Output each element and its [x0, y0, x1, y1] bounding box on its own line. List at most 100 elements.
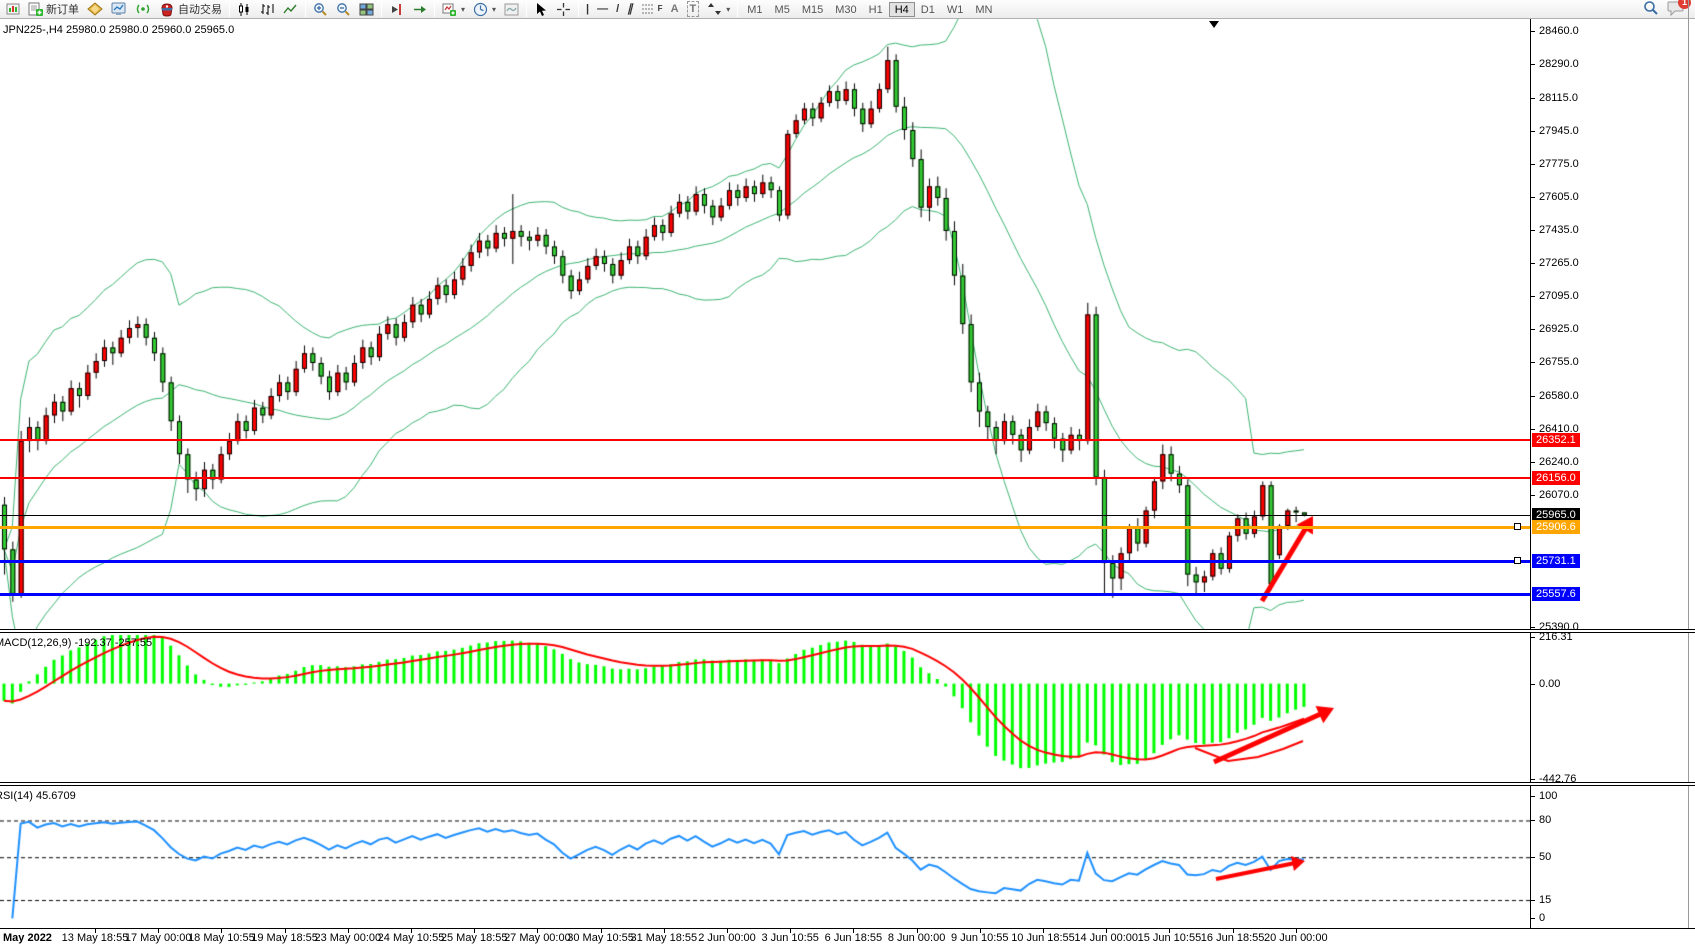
main-price-panel: JPN225-,H4 25980.0 25980.0 25960.0 25965…: [0, 19, 1530, 629]
macd-tick-label: 0.00: [1539, 677, 1561, 690]
price-chart-canvas[interactable]: [0, 19, 1530, 629]
time-tick-mark: [158, 929, 160, 933]
chart-window-icon[interactable]: [2, 1, 24, 18]
macd-tick-mark: [1531, 779, 1535, 780]
toolbar-separator: [578, 1, 580, 17]
time-axis-label: 14 Jun 00:00: [1074, 932, 1138, 944]
rsi-canvas[interactable]: [0, 786, 1530, 928]
price-tick-mark: [1531, 627, 1535, 628]
timeframe-button-M5[interactable]: M5: [774, 3, 790, 16]
price-tick-label: 26240.0: [1539, 455, 1579, 468]
panel-splitter[interactable]: [0, 782, 1695, 786]
level-line-25731.1[interactable]: [0, 559, 1530, 563]
price-tick-label: 28115.0: [1539, 91, 1578, 104]
auto-scroll-icon[interactable]: [408, 1, 431, 18]
timeframe-button-H4[interactable]: H4: [888, 1, 915, 17]
text-icon[interactable]: A: [670, 3, 679, 15]
rsi-tick-label: 50: [1539, 851, 1552, 864]
candlestick-chart-icon[interactable]: [233, 1, 256, 18]
price-tick-mark: [1531, 295, 1535, 297]
zoom-in-icon[interactable]: [309, 1, 332, 18]
vertical-line-icon[interactable]: |: [586, 3, 590, 15]
chart-shift-marker[interactable]: [1209, 21, 1219, 28]
time-tick-mark: [1169, 929, 1171, 933]
level-line-25906.6[interactable]: [0, 525, 1530, 529]
text-label-icon[interactable]: T: [683, 1, 704, 18]
time-tick-mark: [95, 929, 96, 933]
time-tick-mark: [221, 929, 223, 933]
cursor-icon[interactable]: [530, 1, 552, 18]
time-axis-label: 18 May 10:55: [188, 932, 255, 944]
line-chart-icon[interactable]: [279, 1, 302, 18]
level-line-26352.1[interactable]: [0, 439, 1530, 442]
time-axis[interactable]: May 2022 13 May 18:55 17 May 00:00 18 May 1…: [0, 928, 1695, 945]
rsi-tick-mark: [1531, 820, 1535, 822]
time-axis-label: 27 May 00:00: [504, 932, 571, 944]
chevron-down-icon: ▾: [726, 4, 731, 14]
level-line-25965.0[interactable]: [0, 515, 1530, 517]
price-tick-mark: [1531, 31, 1535, 32]
new-order-label: 新订单: [46, 4, 79, 16]
period-button[interactable]: ▾: [469, 1, 500, 18]
rsi-tick-mark: [1531, 900, 1535, 902]
chart-shift-icon[interactable]: [385, 1, 408, 18]
time-axis-label: 19 May 18:55: [251, 932, 318, 944]
time-tick-mark: [1295, 929, 1297, 933]
price-tick-mark: [1531, 196, 1535, 198]
timeframe-button-H1[interactable]: H1: [868, 3, 883, 16]
timeframe-button-W1[interactable]: W1: [946, 3, 964, 16]
timeframe-button-MN[interactable]: MN: [975, 3, 993, 16]
zoom-out-icon[interactable]: [332, 1, 355, 18]
level-price-label: 26352.1: [1532, 433, 1580, 448]
auto-trading-button[interactable]: 自动交易: [155, 1, 226, 18]
new-chart-icon: [442, 3, 456, 16]
level-price-label: 25906.6: [1532, 519, 1580, 534]
level-line-25557.6[interactable]: [0, 593, 1530, 597]
bar-chart-icon[interactable]: [256, 1, 279, 18]
price-axis[interactable]: 28460.0 28290.0 28115.0 27945.0 27775.0 27605…: [1530, 19, 1688, 928]
trendline-icon[interactable]: /: [616, 3, 620, 15]
macd-canvas[interactable]: [0, 633, 1530, 782]
toolbar-right-icons: 1: [1643, 0, 1693, 19]
arrows-icon[interactable]: ▾: [703, 1, 734, 18]
notification-badge: 1: [1678, 0, 1691, 9]
time-axis-label: 25 May 18:55: [440, 932, 508, 944]
quotes-icon[interactable]: [83, 1, 107, 18]
level-line-26156.0[interactable]: [0, 477, 1530, 480]
horizontal-line-icon[interactable]: —: [597, 3, 609, 15]
rsi-tick-label: 80: [1539, 814, 1552, 827]
new-chart-button[interactable]: ▾: [438, 1, 469, 18]
tile-windows-icon[interactable]: [355, 1, 378, 18]
panel-splitter[interactable]: [0, 629, 1695, 633]
chat-icon[interactable]: 1: [1667, 0, 1691, 19]
time-axis-label: 31 May 18:55: [630, 932, 698, 944]
timeframe-button-M1[interactable]: M1: [747, 3, 763, 16]
level-marker[interactable]: [1514, 556, 1521, 564]
auto-trading-icon: [161, 2, 173, 17]
price-tick-label: 26580.0: [1539, 389, 1579, 402]
crosshair-icon[interactable]: [552, 1, 575, 18]
timeframe-button-M30[interactable]: M30: [835, 3, 857, 16]
fibonacci-icon[interactable]: F: [641, 4, 663, 14]
rsi-tick-label: 15: [1539, 894, 1552, 907]
search-icon[interactable]: [1643, 0, 1659, 19]
time-axis-label: 20 Jun 00:00: [1263, 932, 1328, 944]
time-axis-label: 6 Jun 18:55: [824, 932, 883, 944]
time-axis-label: 23 May 00:00: [314, 932, 382, 944]
timeframe-button-M15[interactable]: M15: [801, 3, 824, 16]
timeframe-button-D1[interactable]: D1: [920, 3, 935, 16]
time-tick-mark: [284, 929, 286, 933]
market-watch-icon[interactable]: [107, 1, 131, 18]
channel-icon[interactable]: ∥: [627, 3, 633, 15]
level-marker[interactable]: [1514, 522, 1521, 530]
new-order-button[interactable]: 新订单: [24, 1, 83, 18]
template-icon[interactable]: [500, 1, 523, 18]
price-tick-label: 27605.0: [1539, 190, 1579, 203]
rsi-tick-mark: [1531, 857, 1535, 859]
chart-title: JPN225-,H4 25980.0 25980.0 25960.0 25965…: [3, 24, 235, 36]
signal-icon[interactable]: [131, 1, 155, 18]
chart-plot-column: JPN225-,H4 25980.0 25980.0 25960.0 25965…: [0, 19, 1530, 928]
price-tick-mark: [1531, 229, 1535, 231]
level-price-label: 25731.1: [1532, 553, 1580, 568]
level-price-label: 25965.0: [1532, 508, 1580, 523]
